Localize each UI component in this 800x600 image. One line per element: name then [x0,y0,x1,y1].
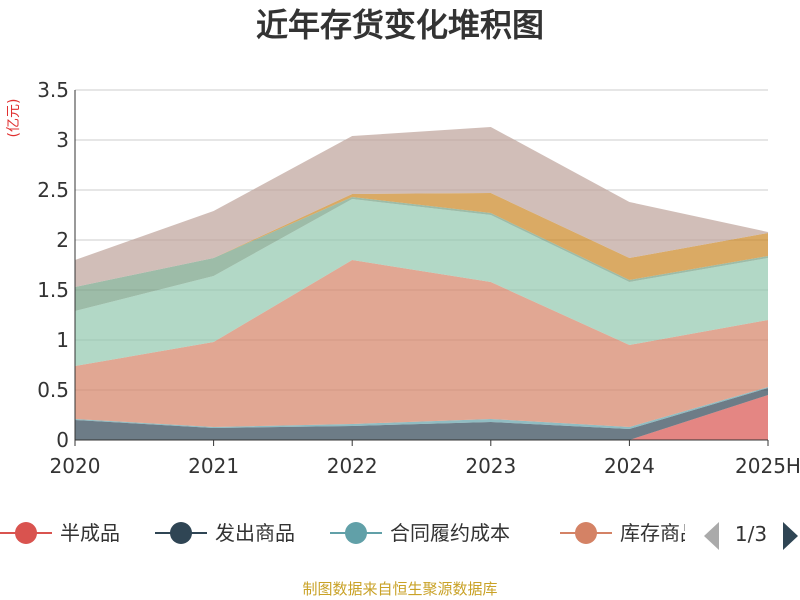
area-series-1 [75,388,768,440]
legend-label: 发出商品 [215,521,295,545]
legend-item[interactable]: 发出商品 [155,521,295,545]
area-series-4 [75,199,768,366]
x-tick-label: 2024 [604,454,655,478]
y-tick-label: 0.5 [37,378,69,402]
x-tick-label: 2025H [735,454,800,478]
legend-circle-marker [170,522,192,544]
area-series-7 [75,127,768,287]
x-tick-label: 2021 [188,454,239,478]
legend-circle-marker [575,522,597,544]
legend-label: 半成品 [60,521,120,545]
y-tick-label: 2.5 [37,178,69,202]
legend: 半成品 发出商品 合同履约成本 库存商品 [0,521,700,545]
legend-item[interactable]: 半成品 [0,521,120,545]
legend-next-icon[interactable] [783,522,798,550]
legend-prev-icon[interactable] [704,522,719,550]
legend-pager: 1/3 [704,522,798,550]
legend-label: 库存商品 [620,521,700,545]
area-series-3 [75,260,768,427]
source-note: 制图数据来自恒生聚源数据库 [302,580,497,598]
chart-title: 近年存货变化堆积图 [256,6,544,44]
legend-label: 合同履约成本 [390,521,510,545]
x-tick-label: 2023 [465,454,516,478]
area-layer [75,127,768,440]
y-unit-label: (亿元) [6,99,22,138]
x-tick-label: 2020 [50,454,101,478]
x-tick-label: 2022 [327,454,378,478]
area-series-0 [75,395,768,440]
y-tick-label: 0 [56,428,69,452]
legend-item[interactable]: 库存商品 [560,521,700,545]
legend-page-indicator: 1/3 [735,522,767,546]
y-tick-label: 2 [56,228,69,252]
legend-circle-marker [15,522,37,544]
legend-item[interactable]: 合同履约成本 [330,521,510,545]
axis-layer: 0 0.5 1 1.5 2 2.5 3 3.5 2020 2021 2022 2023 2024 2025… [37,78,800,478]
y-tick-label: 1 [56,328,69,352]
legend-circle-marker [345,522,367,544]
legend-items: 半成品 发出商品 合同履约成本 库存商品 [0,521,700,545]
y-tick-label: 1.5 [37,278,69,302]
y-tick-label: 3.5 [37,78,69,102]
y-tick-label: 3 [56,128,69,152]
